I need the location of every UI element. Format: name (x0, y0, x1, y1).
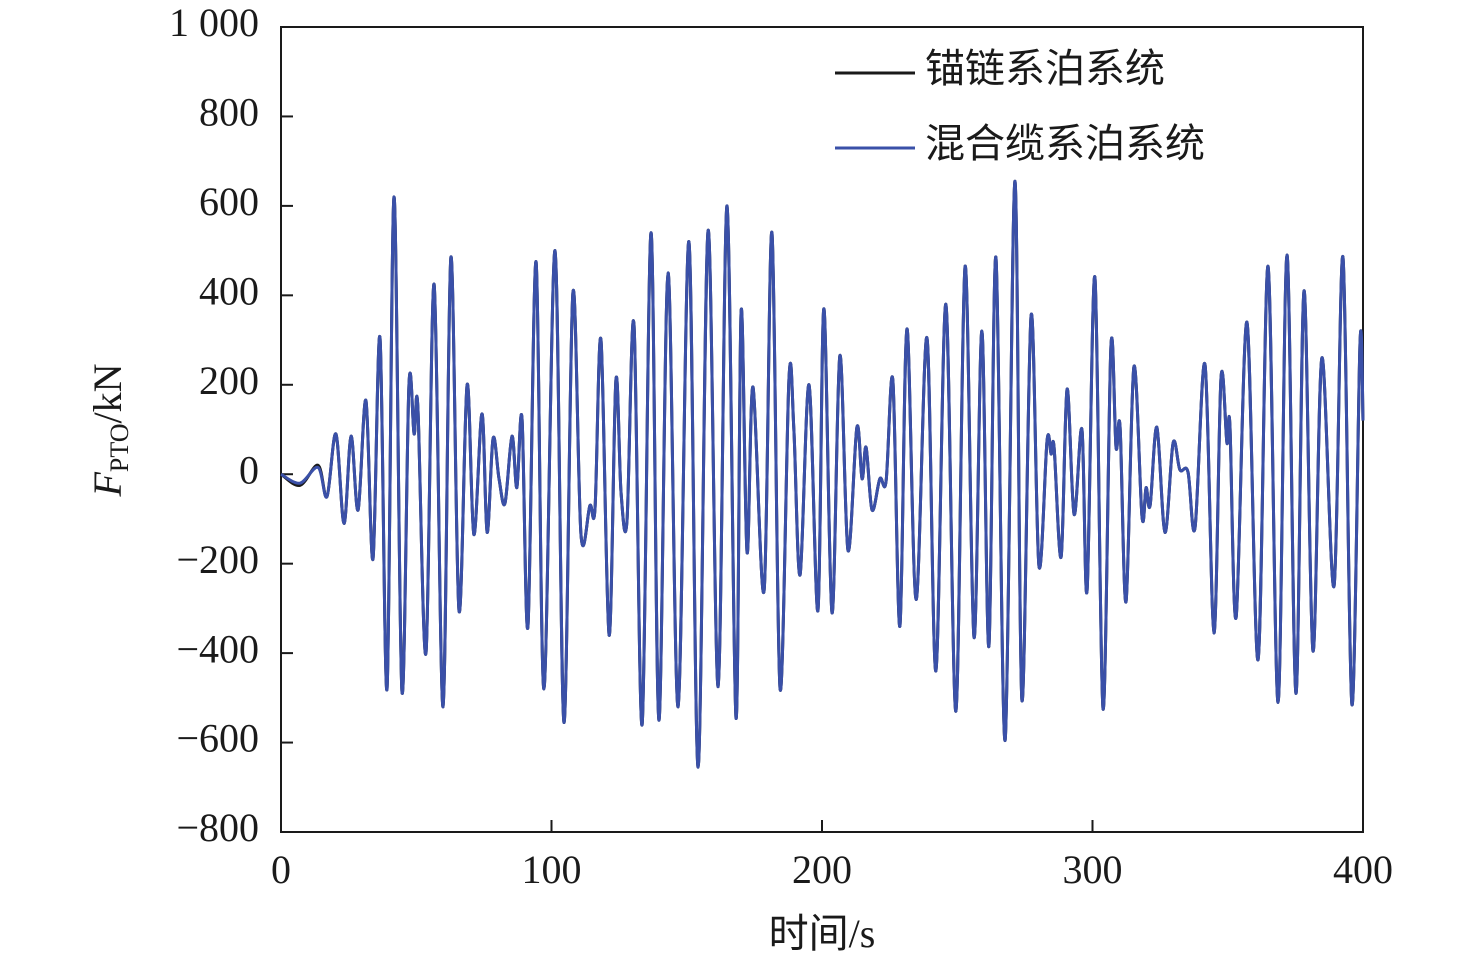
x-tick-label: 0 (271, 847, 291, 892)
legend-label: 混合缆系泊系统 (925, 121, 1205, 166)
x-axis-label: 时间/s (769, 911, 876, 956)
legend-label: 锚链系泊系统 (925, 46, 1165, 91)
y-tick-label: 200 (199, 358, 259, 403)
y-label-subscript: PTO (105, 423, 134, 472)
y-tick-label: 0 (239, 447, 259, 492)
y-tick-label: −400 (176, 626, 259, 671)
x-tick-label: 400 (1333, 847, 1393, 892)
y-axis-label: FPTO/kN (85, 363, 134, 497)
y-tick-label: 800 (199, 90, 259, 135)
y-label-unit: /kN (85, 363, 130, 423)
x-tick-label: 300 (1063, 847, 1123, 892)
x-tick-label: 100 (522, 847, 582, 892)
y-tick-label: 400 (199, 269, 259, 314)
x-tick-label: 200 (792, 847, 852, 892)
y-tick-label: −600 (176, 716, 259, 761)
y-tick-label: 600 (199, 179, 259, 224)
y-tick-label: −800 (176, 805, 259, 850)
series-line (280, 179, 1365, 769)
y-tick-label: −200 (176, 537, 259, 582)
y-label-symbol: F (85, 472, 130, 498)
y-tick-label: 1 000 (169, 0, 259, 45)
